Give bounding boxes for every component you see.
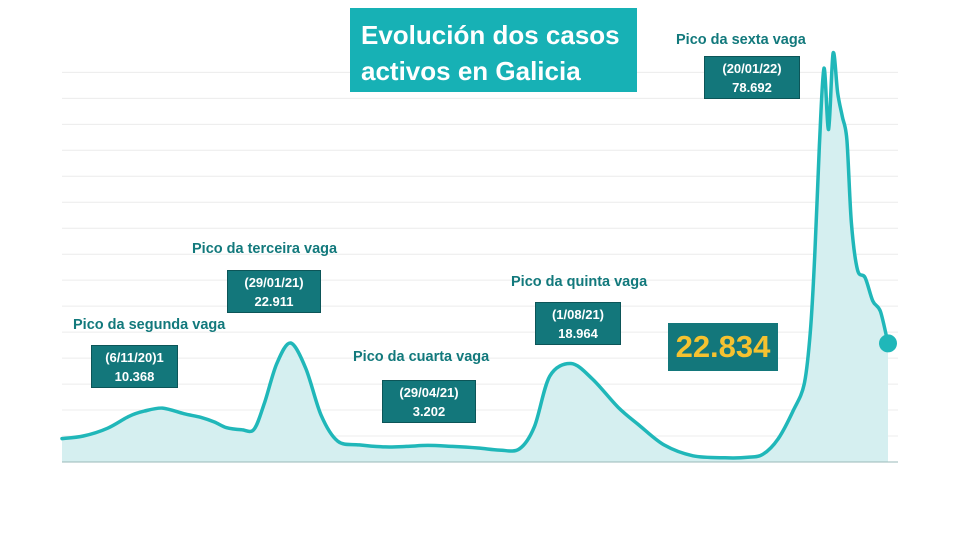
annotation-value-sixth-wave: 78.692 — [732, 80, 772, 95]
annotation-value-fifth-wave: 18.964 — [558, 326, 598, 341]
annotation-date-fourth-wave: (29/04/21) — [399, 385, 459, 400]
annotation-label-third-wave: Pico da terceira vaga — [192, 241, 338, 257]
annotation-date-third-wave: (29/01/21) — [244, 275, 304, 290]
chart-title-line-2: activos en Galicia — [361, 56, 581, 86]
gridlines — [62, 71, 898, 437]
annotation-label-fourth-wave: Pico da cuarta vaga — [353, 349, 490, 365]
annotation-date-fifth-wave: (1/08/21) — [551, 307, 605, 322]
annotation-box-second-wave: (6/11/20)1 10.368 — [91, 345, 178, 388]
annotation-date-sixth-wave: (20/01/22) — [722, 61, 782, 76]
chart-title-line-1: Evolución dos casos — [361, 20, 620, 50]
area-fill — [62, 52, 888, 463]
annotation-value-second-wave: 10.368 — [114, 369, 155, 384]
annotation-label-second-wave: Pico da segunda vaga — [73, 317, 226, 333]
series-line — [60, 51, 890, 460]
current-value-marker — [879, 334, 897, 353]
annotation-date-second-wave: (6/11/20)1 — [105, 350, 164, 365]
annotation-value-third-wave: 22.911 — [254, 294, 294, 309]
annotation-value-fourth-wave: 3.202 — [412, 404, 446, 419]
current-value-label: 22.834 — [668, 323, 778, 371]
chart-title: Evolución dos casos activos en Galicia — [350, 8, 637, 92]
annotation-box-fifth-wave: (1/08/21) 18.964 — [535, 302, 621, 345]
annotation-box-fourth-wave: (29/04/21) 3.202 — [382, 380, 476, 423]
annotation-box-sixth-wave: (20/01/22) 78.692 — [704, 56, 800, 99]
annotation-label-fifth-wave: Pico da quinta vaga — [511, 274, 648, 290]
annotation-box-third-wave: (29/01/21) 22.911 — [227, 270, 321, 313]
annotation-label-sixth-wave: Pico da sexta vaga — [676, 32, 806, 48]
